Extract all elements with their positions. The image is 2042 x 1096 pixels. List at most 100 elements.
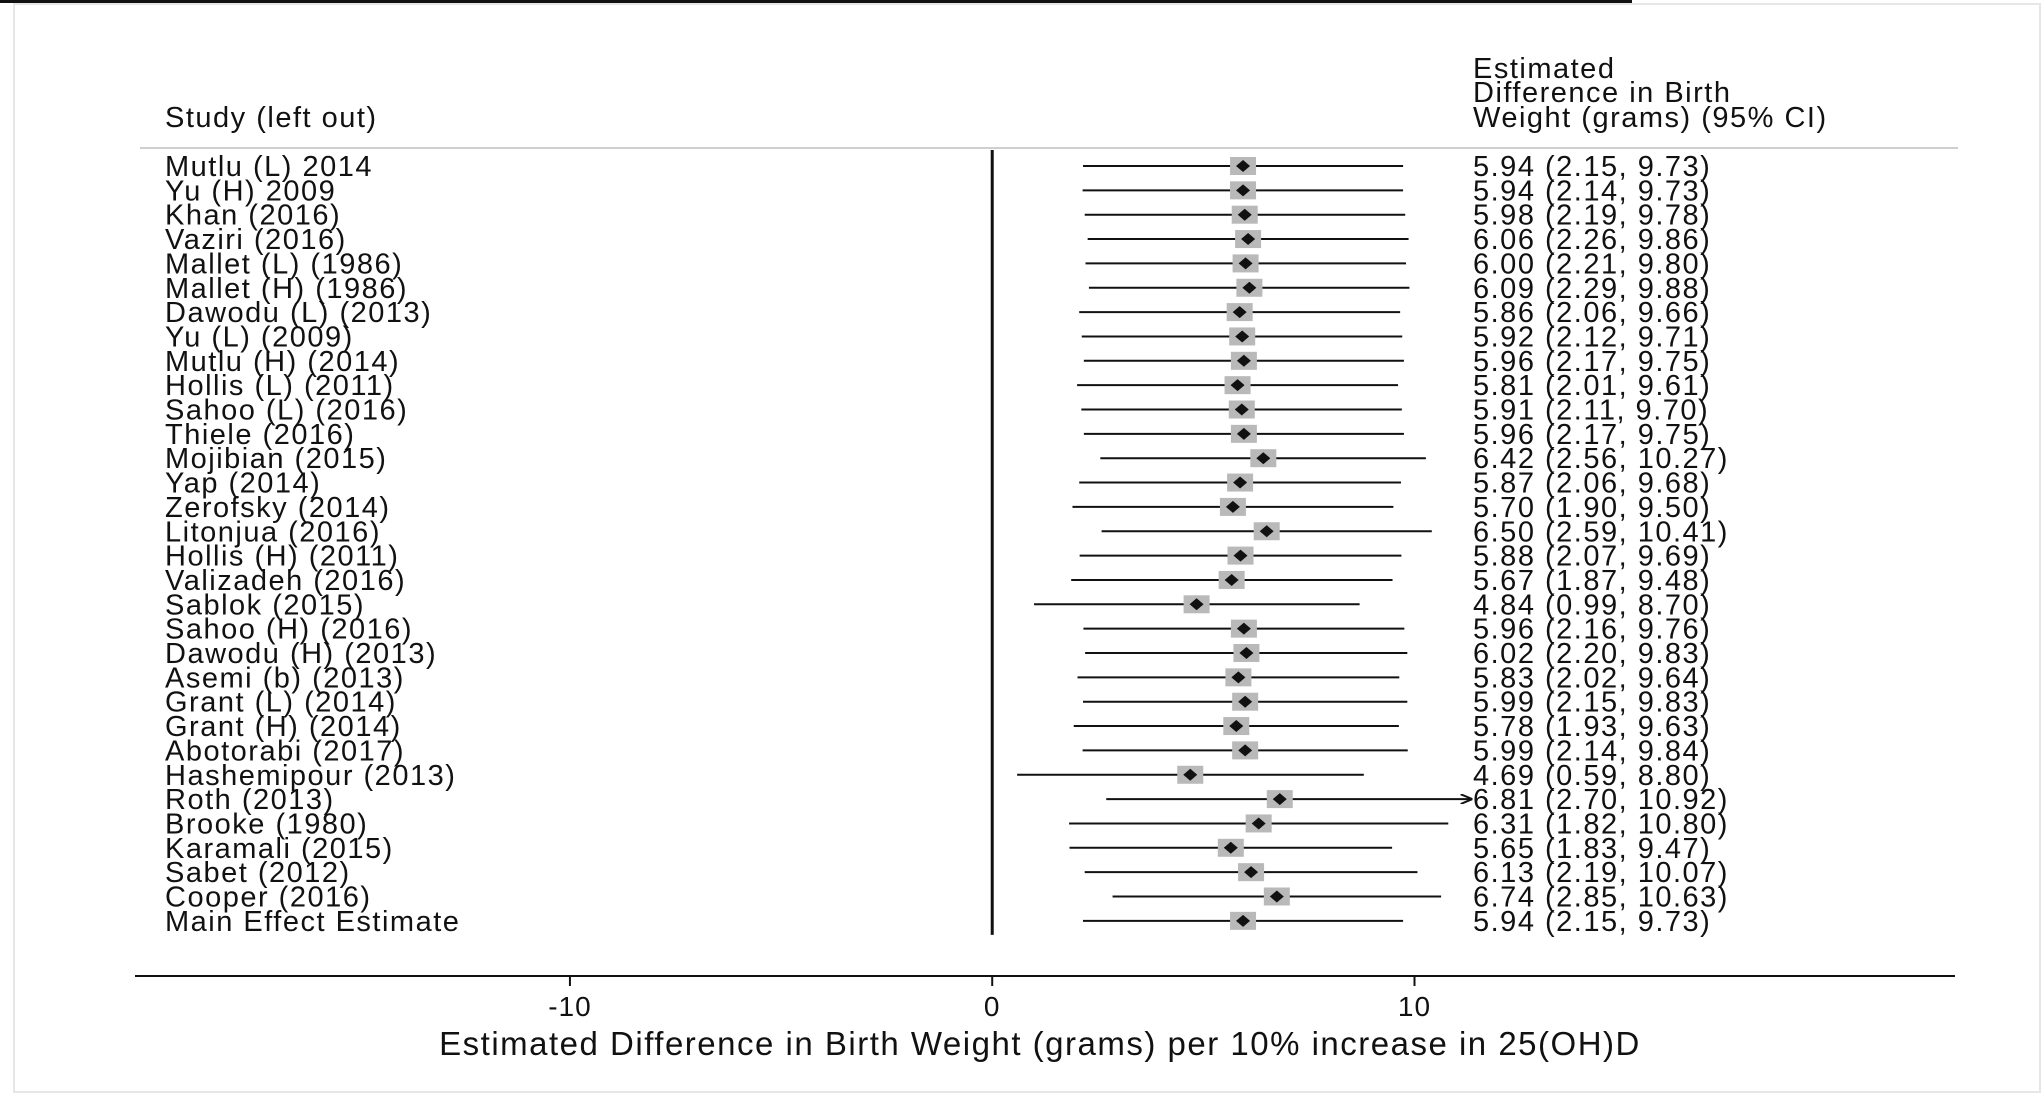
estimate-value-label: 6.06 (2.26, 9.86) bbox=[1473, 224, 1711, 256]
estimate-value-label: 5.67 (1.87, 9.48) bbox=[1473, 565, 1711, 597]
forest-row: Yu (L) (2009) 5.92 (2.12, 9.71) bbox=[165, 321, 1711, 353]
forest-row: Mallet (L) (1986) 6.00 (2.21, 9.80) bbox=[165, 248, 1711, 280]
estimate-value-label: 6.00 (2.21, 9.80) bbox=[1473, 248, 1711, 280]
estimate-value-label: 5.96 (2.16, 9.76) bbox=[1473, 614, 1711, 646]
point-estimate-marker bbox=[1241, 233, 1256, 246]
forest-row: Dawodu (L) (2013) 5.86 (2.06, 9.66) bbox=[165, 297, 1710, 329]
forest-row: Mutlu (L) 2014 5.94 (2.15, 9.73) bbox=[165, 151, 1710, 183]
forest-row: Sahoo (H) (2016) 5.96 (2.16, 9.76) bbox=[165, 614, 1711, 646]
estimate-value-label: 6.02 (2.20, 9.83) bbox=[1473, 638, 1711, 670]
point-estimate-marker bbox=[1232, 306, 1247, 319]
estimate-value-label: 6.09 (2.29, 9.88) bbox=[1473, 273, 1711, 305]
plot-frame bbox=[13, 3, 2041, 1093]
forest-row: Yu (H) 2009 5.94 (2.14, 9.73) bbox=[165, 175, 1710, 207]
estimate-value-label: 5.94 (2.15, 9.73) bbox=[1473, 906, 1711, 938]
estimate-value-label: 5.96 (2.17, 9.75) bbox=[1473, 419, 1711, 451]
forest-row: Valizadeh (2016) 5.67 (1.87, 9.48) bbox=[165, 565, 1711, 597]
study-label: Mojibian (2015) bbox=[165, 443, 387, 475]
point-estimate-marker bbox=[1238, 744, 1253, 757]
study-label: Thiele (2016) bbox=[165, 419, 355, 451]
point-estimate-marker bbox=[1238, 695, 1253, 708]
point-estimate-marker bbox=[1189, 598, 1204, 611]
estimate-header-line-3: Weight (grams) (95% CI) bbox=[1473, 102, 1828, 134]
estimate-value-label: 5.83 (2.02, 9.64) bbox=[1473, 662, 1711, 694]
x-tick-label: -10 bbox=[548, 991, 591, 1022]
study-label: Yu (L) (2009) bbox=[165, 321, 354, 353]
study-label: Mutlu (H) (2014) bbox=[165, 346, 400, 378]
point-estimate-marker bbox=[1236, 914, 1251, 927]
study-label: Khan (2016) bbox=[165, 200, 341, 232]
point-estimate-marker bbox=[1251, 817, 1266, 830]
point-estimate-marker bbox=[1236, 354, 1251, 367]
study-label: Sahoo (L) (2016) bbox=[165, 395, 408, 427]
estimate-value-label: 5.65 (1.83, 9.47) bbox=[1473, 833, 1711, 865]
forest-row: Roth (2013) 6.81 (2.70, 10.92) bbox=[165, 784, 1727, 816]
point-estimate-marker bbox=[1259, 525, 1274, 538]
point-estimate-marker bbox=[1230, 379, 1245, 392]
forest-row: Mallet (H) (1986) 6.09 (2.29, 9.88) bbox=[165, 273, 1711, 305]
estimate-value-label: 6.50 (2.59, 10.41) bbox=[1473, 516, 1729, 548]
point-estimate-marker bbox=[1272, 793, 1287, 806]
study-label: Main Effect Estimate bbox=[165, 906, 460, 938]
forest-row: Mutlu (H) (2014) 5.96 (2.17, 9.75) bbox=[165, 346, 1710, 378]
study-label: Dawodu (L) (2013) bbox=[165, 297, 432, 329]
study-label: Dawodu (H) (2013) bbox=[165, 638, 437, 670]
point-estimate-marker bbox=[1244, 866, 1259, 879]
point-estimate-marker bbox=[1233, 476, 1248, 489]
point-estimate-marker bbox=[1236, 160, 1251, 172]
study-label: Yap (2014) bbox=[165, 468, 321, 500]
study-label: Karamali (2015) bbox=[165, 833, 394, 865]
point-estimate-marker bbox=[1237, 208, 1252, 221]
study-label: Valizadeh (2016) bbox=[165, 565, 406, 597]
point-estimate-marker bbox=[1236, 622, 1251, 635]
study-label: Roth (2013) bbox=[165, 784, 335, 816]
study-column-header: Study (left out) bbox=[165, 102, 378, 134]
estimate-value-label: 5.78 (1.93, 9.63) bbox=[1473, 711, 1711, 743]
estimate-value-label: 5.88 (2.07, 9.69) bbox=[1473, 541, 1711, 573]
forest-row: Brooke (1980) 6.31 (1.82, 10.80) bbox=[165, 808, 1727, 840]
x-axis-ticks: -10 0 10 bbox=[548, 976, 1430, 1022]
study-label: Abotorabi (2017) bbox=[165, 735, 405, 767]
point-estimate-marker bbox=[1223, 841, 1238, 854]
study-label: Hollis (H) (2011) bbox=[165, 541, 399, 573]
study-label: Zerofsky (2014) bbox=[165, 492, 391, 524]
study-label: Mallet (H) (1986) bbox=[165, 273, 408, 305]
point-estimate-marker bbox=[1183, 768, 1198, 781]
estimate-value-label: 5.81 (2.01, 9.61) bbox=[1473, 370, 1711, 402]
forest-row: Sabet (2012) 6.13 (2.19, 10.07) bbox=[165, 857, 1727, 889]
estimate-value-label: 5.98 (2.19, 9.78) bbox=[1473, 200, 1711, 232]
study-label: Vaziri (2016) bbox=[165, 224, 347, 256]
estimate-value-label: 4.69 (0.59, 8.80) bbox=[1473, 760, 1711, 792]
point-estimate-marker bbox=[1269, 890, 1284, 903]
study-label: Grant (H) (2014) bbox=[165, 711, 402, 743]
study-label: Sablok (2015) bbox=[165, 589, 365, 621]
forest-row: Hashemipour (2013) 4.69 (0.59, 8.80) bbox=[165, 760, 1711, 792]
point-estimate-marker bbox=[1238, 257, 1253, 270]
estimate-value-label: 5.99 (2.15, 9.83) bbox=[1473, 687, 1711, 719]
estimate-value-label: 5.92 (2.12, 9.71) bbox=[1473, 321, 1711, 353]
forest-row: Abotorabi (2017) 5.99 (2.14, 9.84) bbox=[165, 735, 1710, 767]
study-label: Mutlu (L) 2014 bbox=[165, 151, 373, 183]
point-estimate-marker bbox=[1236, 184, 1251, 197]
point-estimate-marker bbox=[1233, 549, 1248, 562]
forest-row: Dawodu (H) (2013) 6.02 (2.20, 9.83) bbox=[165, 638, 1711, 670]
study-label: Brooke (1980) bbox=[165, 808, 368, 840]
study-label: Hashemipour (2013) bbox=[165, 760, 456, 792]
forest-row: Grant (L) (2014) 5.99 (2.15, 9.83) bbox=[165, 687, 1711, 719]
point-estimate-marker bbox=[1234, 403, 1249, 416]
study-label: Sahoo (H) (2016) bbox=[165, 614, 413, 646]
point-estimate-marker bbox=[1224, 573, 1239, 586]
x-tick-label: 0 bbox=[984, 991, 1001, 1022]
study-label: Sabet (2012) bbox=[165, 857, 351, 889]
point-estimate-marker bbox=[1229, 720, 1244, 733]
point-estimate-marker bbox=[1231, 671, 1246, 684]
study-label: Yu (H) 2009 bbox=[165, 175, 336, 207]
point-estimate-marker bbox=[1242, 281, 1257, 294]
forest-row: Khan (2016) 5.98 (2.19, 9.78) bbox=[165, 200, 1711, 232]
forest-row: Hollis (H) (2011) 5.88 (2.07, 9.69) bbox=[165, 541, 1711, 573]
estimate-value-label: 6.42 (2.56, 10.27) bbox=[1473, 443, 1729, 475]
point-estimate-marker bbox=[1236, 427, 1251, 440]
point-estimate-marker bbox=[1235, 330, 1250, 343]
forest-row: Litonjua (2016) 6.50 (2.59, 10.41) bbox=[165, 516, 1729, 548]
